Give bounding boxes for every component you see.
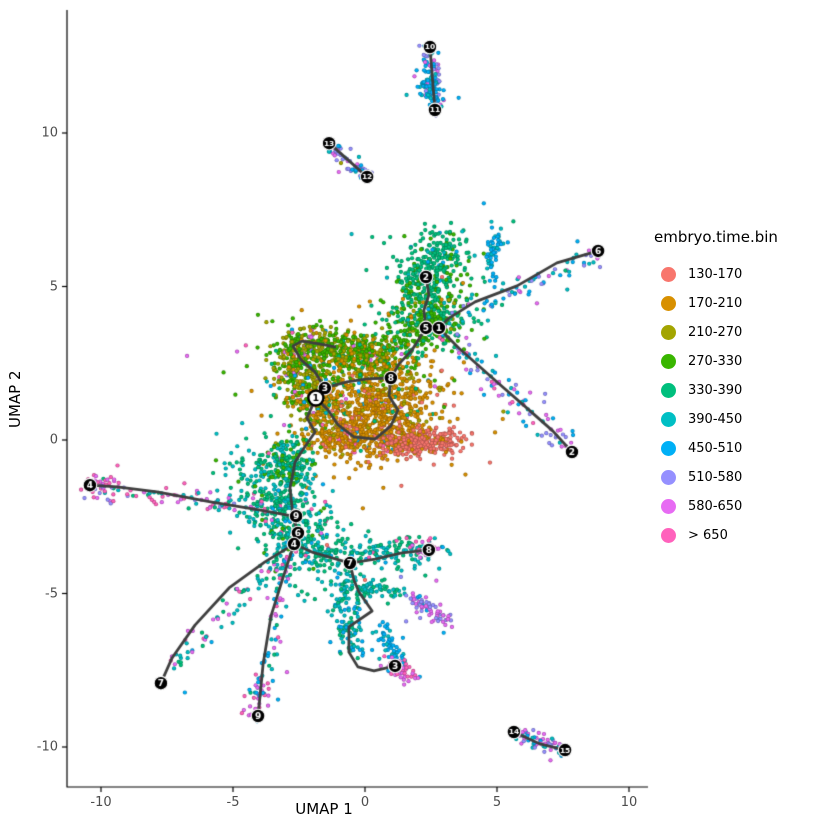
legend: embryo.time.bin 130-170 170-210 210-270 270… [652,228,778,550]
legend-item: 510-580 [652,463,778,492]
legend-swatch-icon [661,354,676,369]
legend-item: 270-330 [652,347,778,376]
legend-item-label: 390-450 [688,412,743,427]
legend-item: > 650 [652,521,778,550]
legend-swatch-icon [661,267,676,282]
legend-swatch-icon [661,528,676,543]
legend-item-label: 210-270 [688,325,743,340]
legend-items: 130-170 170-210 210-270 270-330 330-390 390-4… [652,260,778,550]
legend-item-label: 130-170 [688,267,743,282]
legend-item-label: 580-650 [688,499,743,514]
legend-item-label: 510-580 [688,470,743,485]
legend-item-label: > 650 [688,528,728,543]
legend-swatch-icon [661,412,676,427]
legend-item: 130-170 [652,260,778,289]
legend-item-label: 450-510 [688,441,743,456]
legend-item-label: 170-210 [688,296,743,311]
legend-swatch-icon [661,383,676,398]
legend-item: 330-390 [652,376,778,405]
legend-item: 170-210 [652,289,778,318]
legend-item: 450-510 [652,434,778,463]
legend-swatch-icon [661,296,676,311]
legend-swatch-icon [661,325,676,340]
legend-item: 390-450 [652,405,778,434]
legend-item-label: 330-390 [688,383,743,398]
legend-title: embryo.time.bin [654,228,778,246]
legend-item: 210-270 [652,318,778,347]
legend-item: 580-650 [652,492,778,521]
legend-swatch-icon [661,499,676,514]
legend-swatch-icon [661,441,676,456]
legend-swatch-icon [661,470,676,485]
legend-item-label: 270-330 [688,354,743,369]
